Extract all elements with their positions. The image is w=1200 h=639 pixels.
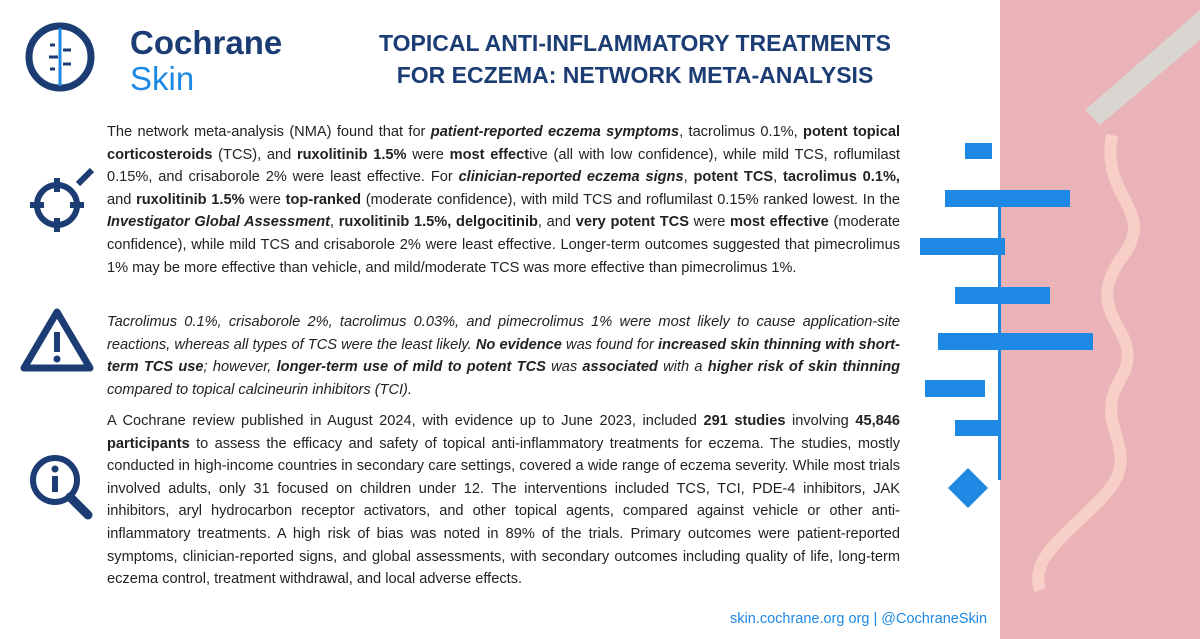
text-run: clinician-reported eczema signs: [458, 169, 684, 186]
text-run: patient-reported eczema symptoms: [430, 124, 680, 140]
text-run: involving: [785, 413, 856, 429]
warning-icon: [20, 308, 94, 372]
cream-swirl: [1032, 133, 1140, 592]
text-run: to assess the efficacy and safety of top…: [107, 435, 900, 588]
target-icon: [30, 167, 95, 232]
paragraph: A Cochrane review published in August 20…: [107, 410, 900, 591]
text-run: ruxolitinib 1.5%,: [338, 214, 452, 231]
text-run: (moderate confidence), while mild TCS an…: [107, 214, 901, 276]
logo-name: Cochrane: [130, 24, 283, 61]
footer: skin.cochrane.org org | @CochraneSkin: [730, 611, 988, 627]
title: TOPICAL ANTI-INFLAMMATORY TREATMENTS: [379, 30, 891, 56]
photo-background: [1000, 0, 1200, 639]
text-run: potent topical corticosteroids: [107, 124, 901, 163]
text-run: ,: [683, 169, 694, 186]
text-run: were: [688, 214, 731, 231]
text-run: A Cochrane review published in August 20…: [107, 413, 704, 429]
text-run: (TCS), and: [212, 146, 297, 163]
text-run: ruxolitinib 1.5%: [296, 146, 407, 163]
text-run: potent TCS: [693, 169, 774, 186]
paragraph: Tacrolimus 0.1%, crisaborole 2%, tacroli…: [107, 311, 900, 401]
text-run: delgocitinib: [456, 214, 538, 231]
text-run: top-ranked: [285, 191, 362, 208]
text-run: most effective: [730, 214, 829, 231]
logo: [25, 22, 95, 92]
text-run: ,: [329, 214, 339, 231]
title: FOR ECZEMA: NETWORK META-ANALYSIS: [396, 62, 874, 88]
text-run: , tacrolimus 0.1%,: [679, 124, 804, 140]
text-run: associated: [582, 359, 658, 376]
info-icon: [30, 455, 93, 520]
text-run: was: [545, 359, 583, 376]
text-run: and: [107, 191, 137, 208]
text-run: , and: [537, 214, 576, 231]
text-run: No evidence: [475, 336, 562, 353]
text-run: 45,846 participants: [107, 413, 900, 452]
text-run: longer-term use of mild to potent TCS: [276, 359, 546, 376]
text-run: 291 studies: [703, 413, 786, 429]
text-run: ive (all with low confidence), while mil…: [107, 146, 900, 186]
text-run: with a: [657, 359, 708, 376]
text-run: most effect: [449, 146, 530, 163]
text-run: Investigator Global Assessment: [107, 214, 330, 231]
text-run: ruxolitinib 1.5%: [136, 191, 245, 208]
text-run: were: [244, 191, 286, 208]
paragraph: The network meta-analysis (NMA) found th…: [107, 121, 900, 279]
logo-sub: Skin: [130, 60, 195, 97]
text-run: higher risk of skin thinning: [707, 359, 901, 376]
text-run: Tacrolimus 0.1%, crisaborole 2%, tacroli…: [107, 314, 900, 353]
bars: [920, 143, 1093, 508]
text-run: was found for: [561, 336, 658, 353]
text-run: tacrolimus 0.1%,: [783, 169, 900, 186]
text-run: increased skin thinning with short-term …: [107, 336, 900, 376]
text-run: ; however,: [203, 359, 277, 376]
text-run: were: [406, 146, 450, 163]
tube: [1085, 10, 1200, 125]
text-run: very potent TCS: [575, 214, 689, 231]
text-run: ,: [773, 169, 784, 186]
text-run: compared to topical calcineurin inhibito…: [107, 381, 412, 398]
text-run: The network meta-analysis (NMA) found th…: [107, 124, 431, 140]
text-run: (moderate confidence), with mild TCS and…: [361, 191, 900, 208]
